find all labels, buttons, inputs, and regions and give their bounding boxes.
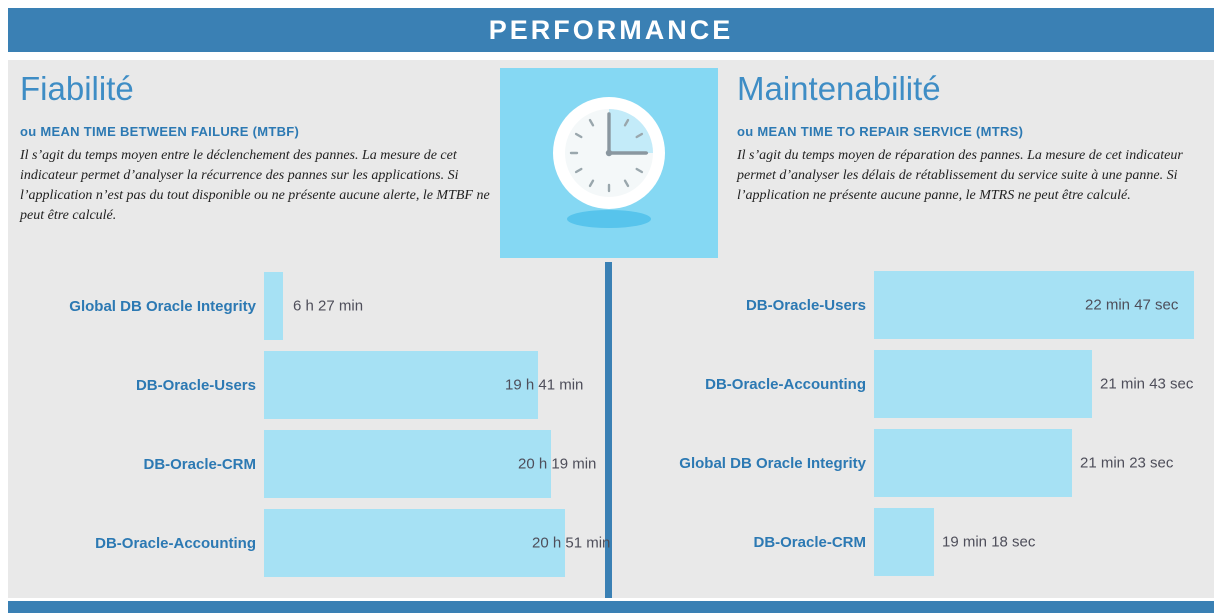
fiabilite-title: Fiabilité	[20, 70, 134, 107]
bar-row: Global DB Oracle Integrity 6 h 27 min	[20, 272, 580, 340]
bar-row: DB-Oracle-Users 22 min 47 sec	[630, 271, 1202, 339]
bar-track: 22 min 47 sec	[874, 271, 1202, 339]
bar-track: 19 h 41 min	[264, 351, 584, 419]
bar-row: DB-Oracle-CRM 20 h 19 min	[20, 430, 596, 498]
bar	[874, 508, 934, 576]
bar-row: Global DB Oracle Integrity 21 min 23 sec	[630, 429, 1202, 497]
bar-track: 19 min 18 sec	[874, 508, 1202, 576]
bar-value: 19 min 18 sec	[942, 533, 1036, 551]
bar-value: 21 min 23 sec	[1080, 454, 1174, 472]
bar-label: DB-Oracle-Users	[135, 376, 256, 394]
bar-label: DB-Oracle-Users	[745, 296, 866, 314]
bar-track: 21 min 43 sec	[874, 350, 1202, 418]
bar-value: 20 h 51 min	[532, 534, 611, 552]
bar	[264, 509, 565, 577]
bar-label: DB-Oracle-Accounting	[705, 375, 866, 393]
maintenabilite-title: Maintenabilité	[737, 70, 941, 107]
bar-track: 21 min 23 sec	[874, 429, 1202, 497]
bar-label: Global DB Oracle Integrity	[69, 297, 256, 315]
bar-row: DB-Oracle-Accounting 21 min 43 sec	[630, 350, 1202, 418]
bar	[264, 351, 538, 419]
vertical-divider	[605, 262, 612, 598]
mtbf-description: Il s’agit du temps moyen entre le déclen…	[20, 148, 490, 223]
page-title: PERFORMANCE	[488, 14, 734, 45]
bar-value: 21 min 43 sec	[1100, 375, 1194, 393]
footer-bar	[8, 601, 1214, 613]
bar-row: DB-Oracle-Accounting 20 h 51 min	[20, 509, 610, 577]
bar-track: 6 h 27 min	[264, 272, 580, 340]
clock-icon	[553, 97, 665, 228]
bar	[264, 272, 283, 340]
mtbf-subtitle: ou MEAN TIME BETWEEN FAILURE (MTBF)	[20, 124, 300, 139]
bar-value: 22 min 47 sec	[1085, 296, 1179, 314]
bar	[874, 271, 1194, 339]
bar	[874, 429, 1072, 497]
mtrs-chart: DB-Oracle-Users 22 min 47 sec DB-Oracle-…	[630, 271, 1202, 587]
bar-track: 20 h 51 min	[264, 509, 610, 577]
header-bar: PERFORMANCE	[8, 8, 1214, 52]
bar-value: 20 h 19 min	[518, 455, 597, 473]
bar-row: DB-Oracle-CRM 19 min 18 sec	[630, 508, 1202, 576]
bar-value: 19 h 41 min	[505, 376, 584, 394]
bar-value: 6 h 27 min	[293, 297, 364, 315]
bar-row: DB-Oracle-Users 19 h 41 min	[20, 351, 584, 419]
content-area: Fiabilité ou MEAN TIME BETWEEN FAILURE (…	[8, 60, 1214, 598]
bar-label: Global DB Oracle Integrity	[679, 454, 866, 472]
bar	[264, 430, 551, 498]
bar-track: 20 h 19 min	[264, 430, 596, 498]
bar-label: DB-Oracle-Accounting	[95, 534, 256, 552]
mtbf-chart: Global DB Oracle Integrity 6 h 27 min DB…	[20, 272, 610, 588]
mtrs-subtitle: ou MEAN TIME TO REPAIR SERVICE (MTRS)	[737, 124, 1024, 139]
mtrs-description: Il s’agit du temps moyen de réparation d…	[737, 148, 1183, 203]
clock-illustration	[500, 68, 718, 258]
bar-label: DB-Oracle-CRM	[143, 455, 256, 473]
bar	[874, 350, 1092, 418]
bar-label: DB-Oracle-CRM	[753, 533, 866, 551]
